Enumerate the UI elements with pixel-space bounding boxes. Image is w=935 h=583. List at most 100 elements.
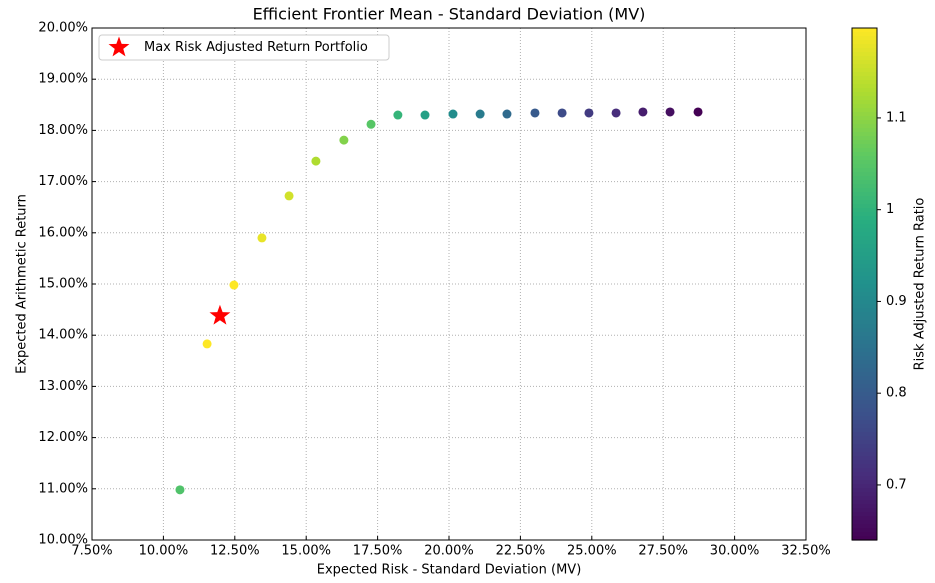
colorbar-segment (852, 480, 877, 485)
y-tick-label: 16.00% (38, 225, 88, 240)
colorbar-segment (852, 324, 877, 329)
colorbar-segment (852, 496, 877, 501)
colorbar-segment (852, 132, 877, 137)
colorbar-segment (852, 368, 877, 373)
colorbar-segment (852, 224, 877, 229)
colorbar-segment (852, 100, 877, 105)
scatter-point (557, 108, 567, 118)
colorbar-segment (852, 296, 877, 301)
plot-frame (91, 27, 807, 541)
colorbar-segment (852, 400, 877, 405)
colorbar-segment (852, 336, 877, 341)
x-tick-label: 15.00% (281, 544, 331, 559)
colorbar-segment (852, 500, 877, 505)
scatter-point (665, 107, 675, 117)
colorbar-segment (852, 168, 877, 173)
colorbar-segment (852, 520, 877, 525)
colorbar-segment (852, 536, 877, 541)
y-tick-label: 18.00% (38, 123, 88, 138)
colorbar-segment (852, 192, 877, 197)
colorbar-segment (852, 436, 877, 441)
x-tick-label: 7.50% (71, 544, 112, 559)
colorbar-segment (852, 80, 877, 85)
colorbar-segment (852, 488, 877, 493)
scatter-point (693, 107, 703, 117)
x-tick-label: 22.50% (496, 544, 546, 559)
colorbar-segment (852, 184, 877, 189)
colorbar-tick-label: 1 (886, 202, 894, 217)
colorbar-segment (852, 396, 877, 401)
colorbar-segment (852, 244, 877, 249)
colorbar-segment (852, 432, 877, 437)
colorbar-segment (852, 112, 877, 117)
colorbar-segment (852, 444, 877, 449)
colorbar-segment (852, 456, 877, 461)
x-tick-label: 10.00% (139, 544, 189, 559)
colorbar-segment (852, 304, 877, 309)
colorbar-segment (852, 92, 877, 97)
colorbar-segment (852, 136, 877, 141)
colorbar-segment (852, 532, 877, 537)
colorbar-segment (852, 188, 877, 193)
colorbar-segment (852, 364, 877, 369)
colorbar-segment (852, 508, 877, 513)
colorbar-segment (852, 248, 877, 253)
colorbar-tick-label: 0.7 (886, 477, 907, 492)
scatter-point (584, 108, 594, 118)
scatter-point (420, 110, 430, 120)
colorbar-segment (852, 316, 877, 321)
colorbar-segment (852, 308, 877, 313)
colorbar-segment (852, 212, 877, 217)
colorbar-segment (852, 232, 877, 237)
x-tick-label: 20.00% (424, 544, 474, 559)
colorbar-segment (852, 356, 877, 361)
scatter-point (638, 107, 648, 117)
colorbar-segment (852, 320, 877, 325)
colorbar-segment (852, 464, 877, 469)
colorbar-segment (852, 300, 877, 305)
colorbar-frame (851, 27, 878, 541)
legend-marker (108, 36, 130, 57)
colorbar-segment (852, 156, 877, 161)
colorbar-segment (852, 468, 877, 473)
colorbar-segment (852, 384, 877, 389)
colorbar-segment (852, 448, 877, 453)
scatter-point (284, 191, 294, 201)
scatter-point (366, 119, 376, 129)
colorbar-segment (852, 428, 877, 433)
colorbar-segment (852, 516, 877, 521)
x-tick-label: 25.00% (567, 544, 617, 559)
x-tick-label: 27.50% (638, 544, 688, 559)
legend-box (98, 34, 390, 61)
colorbar-segment (852, 268, 877, 273)
colorbar-segment (852, 60, 877, 65)
scatter-point (393, 110, 403, 120)
colorbar-segment (852, 116, 877, 121)
colorbar-segment (852, 240, 877, 245)
colorbar-segment (852, 208, 877, 213)
y-tick-label: 20.00% (38, 21, 88, 36)
x-tick-label: 17.50% (353, 544, 403, 559)
colorbar-segment (852, 28, 877, 33)
colorbar-segment (852, 372, 877, 377)
colorbar-segment (852, 36, 877, 41)
colorbar-segment (852, 352, 877, 357)
colorbar-segment (852, 32, 877, 37)
colorbar-tick-label: 1.1 (886, 110, 907, 125)
colorbar-segment (852, 64, 877, 69)
colorbar-segment (852, 388, 877, 393)
highlight-point (209, 304, 231, 325)
scatter-point (611, 108, 621, 118)
scatter-point (202, 339, 212, 349)
colorbar-segment (852, 360, 877, 365)
colorbar-segment (852, 252, 877, 257)
x-tick-label: 12.50% (210, 544, 260, 559)
y-tick-label: 13.00% (38, 379, 88, 394)
colorbar-segment (852, 328, 877, 333)
scatter-point (448, 109, 458, 119)
colorbar-tick-label: 0.8 (886, 386, 907, 401)
y-tick-label: 17.00% (38, 174, 88, 189)
colorbar-segment (852, 160, 877, 165)
colorbar-tick-label: 0.9 (886, 294, 907, 309)
